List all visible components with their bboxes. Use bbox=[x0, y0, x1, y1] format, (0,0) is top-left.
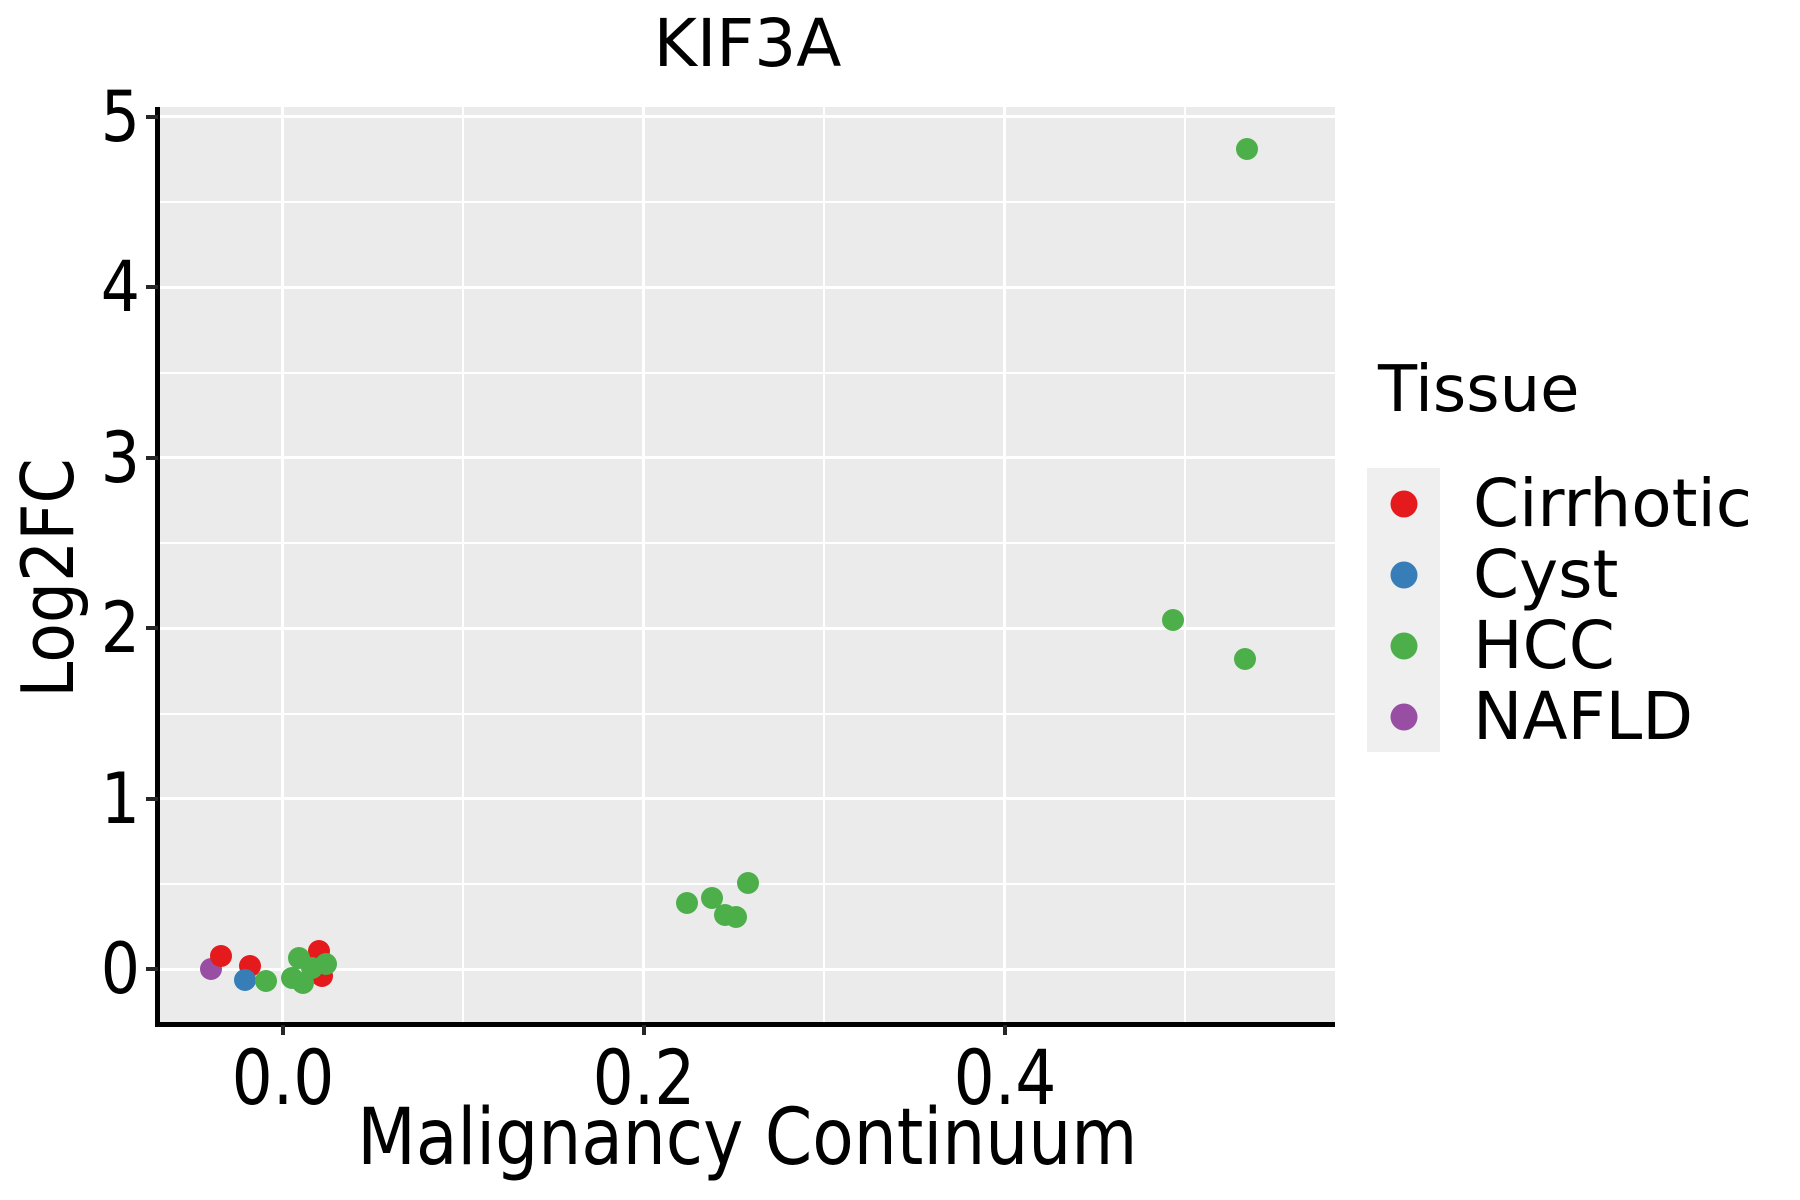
x-axis-label: Malignancy Continuum bbox=[160, 1093, 1335, 1183]
x-axis-line bbox=[155, 1022, 1335, 1027]
y-minor-gridline bbox=[160, 542, 1335, 545]
x-tick-label: 0.4 bbox=[953, 1033, 1057, 1122]
y-major-gridline bbox=[160, 456, 1335, 460]
y-minor-gridline bbox=[160, 201, 1335, 204]
y-tick-mark bbox=[146, 285, 158, 290]
data-point-hcc bbox=[676, 891, 699, 914]
legend-item-cirrhotic: Cirrhotic bbox=[1367, 468, 1752, 539]
legend-dot-icon bbox=[1390, 561, 1417, 588]
x-tick-mark bbox=[280, 1025, 285, 1035]
legend-item-cyst: Cyst bbox=[1367, 539, 1752, 610]
y-tick-mark bbox=[146, 796, 158, 801]
y-minor-gridline bbox=[160, 371, 1335, 374]
x-minor-gridline bbox=[823, 107, 826, 1022]
y-tick-label: 4 bbox=[100, 246, 140, 329]
x-major-gridline bbox=[642, 107, 646, 1022]
y-tick-mark bbox=[146, 626, 158, 631]
legend-label: Cyst bbox=[1473, 535, 1619, 613]
y-tick-label: 0 bbox=[100, 928, 140, 1011]
x-axis-label-text: Malignancy Continuum bbox=[357, 1093, 1138, 1183]
legend: Tissue Cirrhotic Cyst HCC NAFLD bbox=[1367, 352, 1752, 752]
y-tick-label: 1 bbox=[100, 757, 140, 840]
legend-key bbox=[1367, 610, 1440, 681]
x-tick-mark bbox=[641, 1025, 646, 1035]
legend-key bbox=[1367, 681, 1440, 752]
data-point-hcc bbox=[1161, 608, 1184, 631]
x-minor-gridline bbox=[1184, 107, 1187, 1022]
x-tick-mark bbox=[1002, 1025, 1007, 1035]
chart-title: KIF3A bbox=[653, 5, 842, 82]
y-major-gridline bbox=[160, 967, 1335, 971]
y-tick-mark bbox=[146, 967, 158, 972]
x-tick-label: 0.2 bbox=[592, 1033, 696, 1122]
legend-label: HCC bbox=[1473, 606, 1615, 684]
x-major-gridline bbox=[281, 107, 285, 1022]
data-point-hcc bbox=[1233, 648, 1256, 671]
legend-key bbox=[1367, 539, 1440, 610]
data-point-cyst bbox=[233, 968, 256, 991]
legend-key bbox=[1367, 468, 1440, 539]
legend-title: Tissue bbox=[1378, 353, 1580, 427]
y-tick-label: 3 bbox=[100, 416, 140, 499]
y-tick-label: 2 bbox=[100, 587, 140, 670]
x-minor-gridline bbox=[462, 107, 465, 1022]
legend-item-hcc: HCC bbox=[1367, 610, 1752, 681]
legend-label: NAFLD bbox=[1473, 677, 1694, 755]
y-minor-gridline bbox=[160, 712, 1335, 715]
data-point-hcc bbox=[315, 953, 338, 976]
legend-dot-icon bbox=[1390, 703, 1417, 730]
data-point-hcc bbox=[1235, 138, 1258, 161]
x-tick-label: 0.0 bbox=[231, 1033, 335, 1122]
y-major-gridline bbox=[160, 797, 1335, 801]
y-tick-mark bbox=[146, 455, 158, 460]
y-tick-label: 5 bbox=[100, 75, 140, 158]
data-point-hcc bbox=[255, 970, 278, 993]
x-major-gridline bbox=[1003, 107, 1007, 1022]
data-point-hcc bbox=[701, 886, 724, 909]
legend-label: Cirrhotic bbox=[1473, 464, 1753, 542]
legend-dot-icon bbox=[1390, 632, 1417, 659]
y-major-gridline bbox=[160, 285, 1335, 289]
legend-dot-icon bbox=[1390, 490, 1417, 517]
data-point-cirrhotic bbox=[210, 944, 233, 967]
legend-item-nafld: NAFLD bbox=[1367, 681, 1752, 752]
data-point-hcc bbox=[724, 905, 747, 928]
y-major-gridline bbox=[160, 115, 1335, 119]
legend-items: Cirrhotic Cyst HCC NAFLD bbox=[1367, 468, 1752, 752]
y-axis-line bbox=[155, 107, 160, 1027]
y-major-gridline bbox=[160, 626, 1335, 630]
data-point-hcc bbox=[737, 871, 760, 894]
plot-panel bbox=[160, 107, 1335, 1022]
y-tick-mark bbox=[146, 114, 158, 119]
